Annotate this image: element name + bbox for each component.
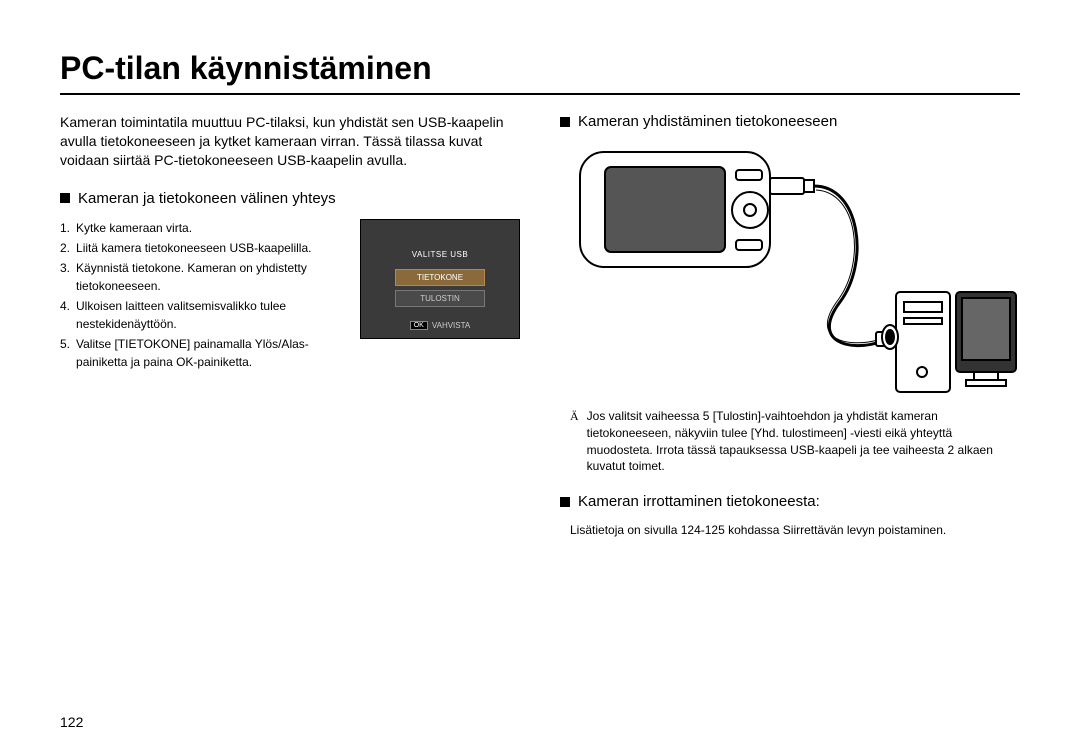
note-text: Jos valitsit vaiheessa 5 [Tulostin]-vaih…	[587, 408, 1020, 475]
lcd-option: TULOSTIN	[395, 290, 485, 307]
connection-illustration	[560, 142, 1020, 402]
note-marker-icon: Ä	[570, 408, 579, 475]
lcd-ok-badge: OK	[410, 321, 428, 330]
step-item: 5.Valitse [TIETOKONE] painamalla Ylös/Al…	[60, 335, 340, 371]
lcd-confirm-label: VAHVISTA	[432, 321, 470, 330]
bullet-square-icon	[560, 117, 570, 127]
section-heading-connect-pc: Kameran yhdistäminen tietokoneeseen	[560, 113, 1020, 130]
steps-and-lcd-row: 1.Kytke kameraan virta. 2.Liitä kamera t…	[60, 219, 520, 373]
section-heading-connection: Kameran ja tietokoneen välinen yhteys	[60, 190, 520, 207]
section-heading-text: Kameran ja tietokoneen välinen yhteys	[78, 190, 336, 207]
section-heading-disconnect: Kameran irrottaminen tietokoneesta:	[560, 493, 1020, 510]
page-title: PC-tilan käynnistäminen	[60, 50, 1020, 87]
right-column: Kameran yhdistäminen tietokoneeseen	[560, 113, 1020, 539]
step-item: 1.Kytke kameraan virta.	[60, 219, 340, 237]
bullet-square-icon	[60, 193, 70, 203]
steps-list: 1.Kytke kameraan virta. 2.Liitä kamera t…	[60, 219, 340, 373]
step-item: 4.Ulkoisen laitteen valitsemisvalikko tu…	[60, 297, 340, 333]
note-block: Ä Jos valitsit vaiheessa 5 [Tulostin]-va…	[570, 408, 1020, 475]
section-heading-text: Kameran yhdistäminen tietokoneeseen	[578, 113, 837, 130]
bullet-square-icon	[560, 497, 570, 507]
two-column-layout: Kameran toimintatila muuttuu PC-tilaksi,…	[60, 113, 1020, 539]
intro-paragraph: Kameran toimintatila muuttuu PC-tilaksi,…	[60, 113, 520, 170]
manual-page: PC-tilan käynnistäminen Kameran toiminta…	[0, 0, 1080, 754]
disconnect-subtext: Lisätietoja on sivulla 124-125 kohdassa …	[570, 522, 1020, 539]
lcd-footer: OK VAHVISTA	[361, 321, 519, 330]
lcd-title: VALITSE USB	[412, 250, 468, 259]
camera-lcd-mock: VALITSE USB TIETOKONE TULOSTIN OK VAHVIS…	[360, 219, 520, 339]
step-item: 3.Käynnistä tietokone. Kameran on yhdist…	[60, 259, 340, 295]
lcd-option-selected: TIETOKONE	[395, 269, 485, 286]
title-rule	[60, 93, 1020, 95]
camera-pc-svg	[560, 142, 1020, 402]
left-column: Kameran toimintatila muuttuu PC-tilaksi,…	[60, 113, 520, 539]
page-number: 122	[60, 714, 83, 730]
section-heading-text: Kameran irrottaminen tietokoneesta:	[578, 493, 820, 510]
step-item: 2.Liitä kamera tietokoneeseen USB-kaapel…	[60, 239, 340, 257]
